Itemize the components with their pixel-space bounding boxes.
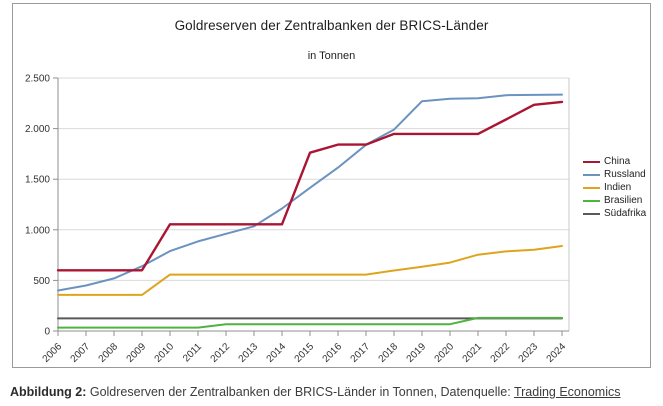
x-tick-label: 2016 [321,341,345,365]
series-line-china [56,100,564,272]
caption-label: Abbildung 2: [10,385,87,399]
x-tick-label: 2013 [237,341,261,365]
legend-swatch [583,212,600,215]
y-tick-label: 500 [33,276,50,287]
y-tick-label: 2.500 [25,74,50,85]
caption-link[interactable]: Trading Economics [513,385,621,399]
x-tick-label: 2020 [433,341,457,365]
chart-title: Goldreserven der Zentralbanken der BRICS… [174,18,489,33]
chart-subtitle: in Tonnen [307,50,356,62]
legend-swatch [583,173,600,176]
x-tick-label: 2011 [181,341,204,364]
x-tick-label: 2019 [405,341,429,365]
y-tick-label: 1.500 [25,175,50,186]
x-tick-label: 2015 [293,341,317,365]
legend-swatch [583,186,600,189]
x-tick-label: 2010 [153,341,177,365]
legend-item-indien: Indien [583,181,646,194]
x-tick-label: 2018 [377,341,401,365]
y-tick-label: 0 [44,327,50,338]
chart-plot-area: 0 500 1.000 1.500 2.000 2.500 2006 2007 2008 2009… [25,74,570,365]
x-tick-label: 2022 [489,341,513,365]
y-tick-label: 2.000 [25,124,50,135]
x-tick-label: 2014 [265,341,289,365]
legend-label: Indien [604,182,632,193]
legend-label: Südafrika [604,208,647,219]
x-tick-label: 2012 [209,341,233,365]
series-line-russland [57,93,563,292]
caption-text: Goldreserven der Zentralbanken der BRICS… [86,385,514,399]
series-line-indien [57,245,563,296]
x-tick-label: 2007 [69,341,93,365]
legend-item-russland: Russland [583,168,646,181]
y-tick-label: 1.000 [25,225,50,236]
x-tick-label: 2017 [349,341,373,365]
legend-item-china: China [583,155,646,168]
series-line-brasilien [57,316,563,329]
x-tick-label: 2024 [545,341,569,365]
x-tick-label: 2021 [461,341,485,365]
chart-frame: 0 500 1.000 1.500 2.000 2.500 2006 2007 2008 2009… [12,3,651,368]
legend-item-brasilien: Brasilien [583,194,646,207]
x-tick-label: 2023 [517,341,541,365]
figure-caption: Abbildung 2: Goldreserven der Zentralban… [10,384,658,401]
legend-swatch [583,199,600,202]
legend-label: China [604,156,631,167]
legend-item-südafrika: Südafrika [583,207,646,220]
x-tick-label: 2006 [41,341,65,365]
x-tick-label: 2009 [125,341,149,365]
chart-legend: China Russland Indien Brasilien Südafrika [583,155,646,220]
x-tick-label: 2008 [97,341,121,365]
legend-label: Brasilien [604,195,643,206]
legend-label: Russland [604,169,646,180]
legend-swatch [583,160,600,163]
